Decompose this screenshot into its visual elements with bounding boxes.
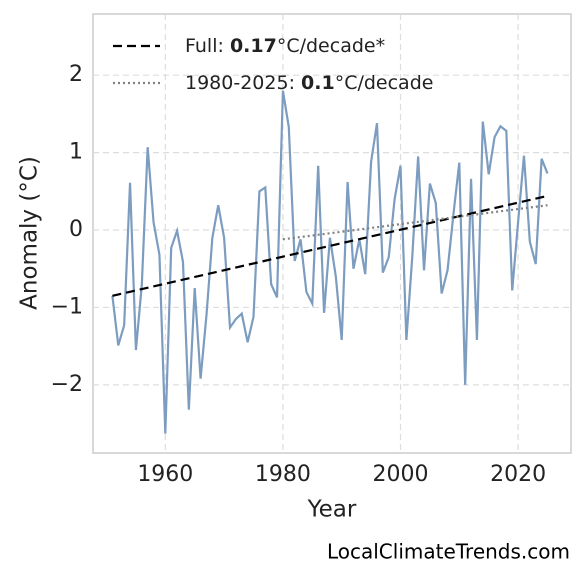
legend-rate: 0.1: [301, 72, 335, 94]
legend-prefix: 1980-2025:: [185, 72, 301, 94]
y-tick-label: 1: [69, 140, 83, 165]
data-line: [111, 90, 549, 434]
x-tick-label: 1980: [255, 462, 311, 487]
source-label: LocalClimateTrends.com: [327, 540, 570, 564]
x-axis-label: Year: [307, 497, 357, 523]
y-tick-label: −2: [51, 372, 83, 397]
legend-label: 1980-2025: 0.1°C/decade: [185, 72, 433, 94]
x-tick-label: 2000: [372, 462, 428, 487]
x-tick-label: 2020: [490, 462, 546, 487]
y-tick-label: 2: [69, 62, 83, 87]
x-tick-label: 1960: [137, 462, 193, 487]
trend-line: [112, 194, 548, 297]
y-tick-label: 0: [69, 217, 83, 242]
legend-rate: 0.17: [230, 35, 277, 57]
legend-prefix: Full:: [185, 35, 230, 57]
legend-label: Full: 0.17°C/decade*: [185, 35, 385, 57]
y-tick-label: −1: [51, 294, 83, 319]
plot-frame: [92, 13, 572, 454]
y-axis-label: Anomaly (°C): [17, 156, 43, 310]
legend-unit: °C/decade: [335, 72, 434, 94]
legend-unit: °C/decade*: [277, 35, 385, 57]
